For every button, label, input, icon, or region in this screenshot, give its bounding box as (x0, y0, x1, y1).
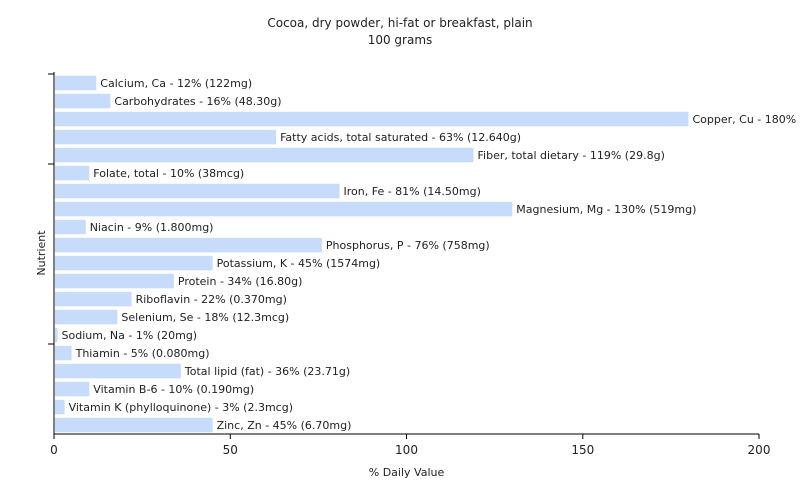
bar-label: Protein - 34% (16.80g) (178, 275, 303, 288)
chart-title: Cocoa, dry powder, hi-fat or breakfast, … (267, 16, 533, 30)
bar (55, 93, 111, 109)
bar (55, 111, 689, 127)
bar (55, 273, 174, 289)
bar-label: Selenium, Se - 18% (12.3mcg) (121, 311, 289, 324)
bar-label: Fiber, total dietary - 119% (29.8g) (478, 149, 665, 162)
bar (55, 237, 322, 253)
bar (55, 327, 58, 343)
bar-label: Total lipid (fat) - 36% (23.71g) (184, 365, 350, 378)
bar (55, 219, 86, 235)
x-tick-label: 150 (571, 443, 594, 457)
bar (55, 381, 90, 397)
bar-label: Carbohydrates - 16% (48.30g) (114, 95, 281, 108)
bar (55, 255, 213, 271)
bar-label: Sodium, Na - 1% (20mg) (62, 329, 198, 342)
bar-label: Iron, Fe - 81% (14.50mg) (344, 185, 481, 198)
bar-label: Folate, total - 10% (38mcg) (93, 167, 244, 180)
x-tick-label: 50 (223, 443, 238, 457)
bar-label: Magnesium, Mg - 130% (519mg) (516, 203, 696, 216)
bar-label: Niacin - 9% (1.800mg) (90, 221, 214, 234)
bar (55, 309, 118, 325)
bar (55, 183, 340, 199)
bar-label: Thiamin - 5% (0.080mg) (75, 347, 210, 360)
bar-label: Copper, Cu - 180% (3.610mg) (693, 113, 800, 126)
bar (55, 345, 72, 361)
x-axis-title: % Daily Value (369, 466, 445, 479)
bar (55, 399, 65, 415)
bar (55, 147, 474, 163)
x-tick-label: 100 (395, 443, 418, 457)
bar-label: Vitamin B-6 - 10% (0.190mg) (93, 383, 254, 396)
x-tick-label: 0 (50, 443, 58, 457)
bar-label: Calcium, Ca - 12% (122mg) (100, 77, 252, 90)
bar (55, 165, 90, 181)
bar (55, 417, 213, 433)
x-tick-label: 200 (748, 443, 771, 457)
bar-label: Zinc, Zn - 45% (6.70mg) (217, 419, 352, 432)
bar-label: Potassium, K - 45% (1574mg) (217, 257, 381, 270)
bar (55, 363, 181, 379)
bar-label: Vitamin K (phylloquinone) - 3% (2.3mcg) (69, 401, 293, 414)
bar-label: Riboflavin - 22% (0.370mg) (136, 293, 287, 306)
bar-label: Fatty acids, total saturated - 63% (12.6… (280, 131, 521, 144)
bar (55, 291, 132, 307)
y-axis-title: Nutrient (35, 230, 48, 276)
chart-subtitle: 100 grams (367, 33, 433, 47)
bar-label: Phosphorus, P - 76% (758mg) (326, 239, 490, 252)
bar (55, 129, 277, 145)
bar (55, 201, 513, 217)
bar (55, 75, 97, 91)
